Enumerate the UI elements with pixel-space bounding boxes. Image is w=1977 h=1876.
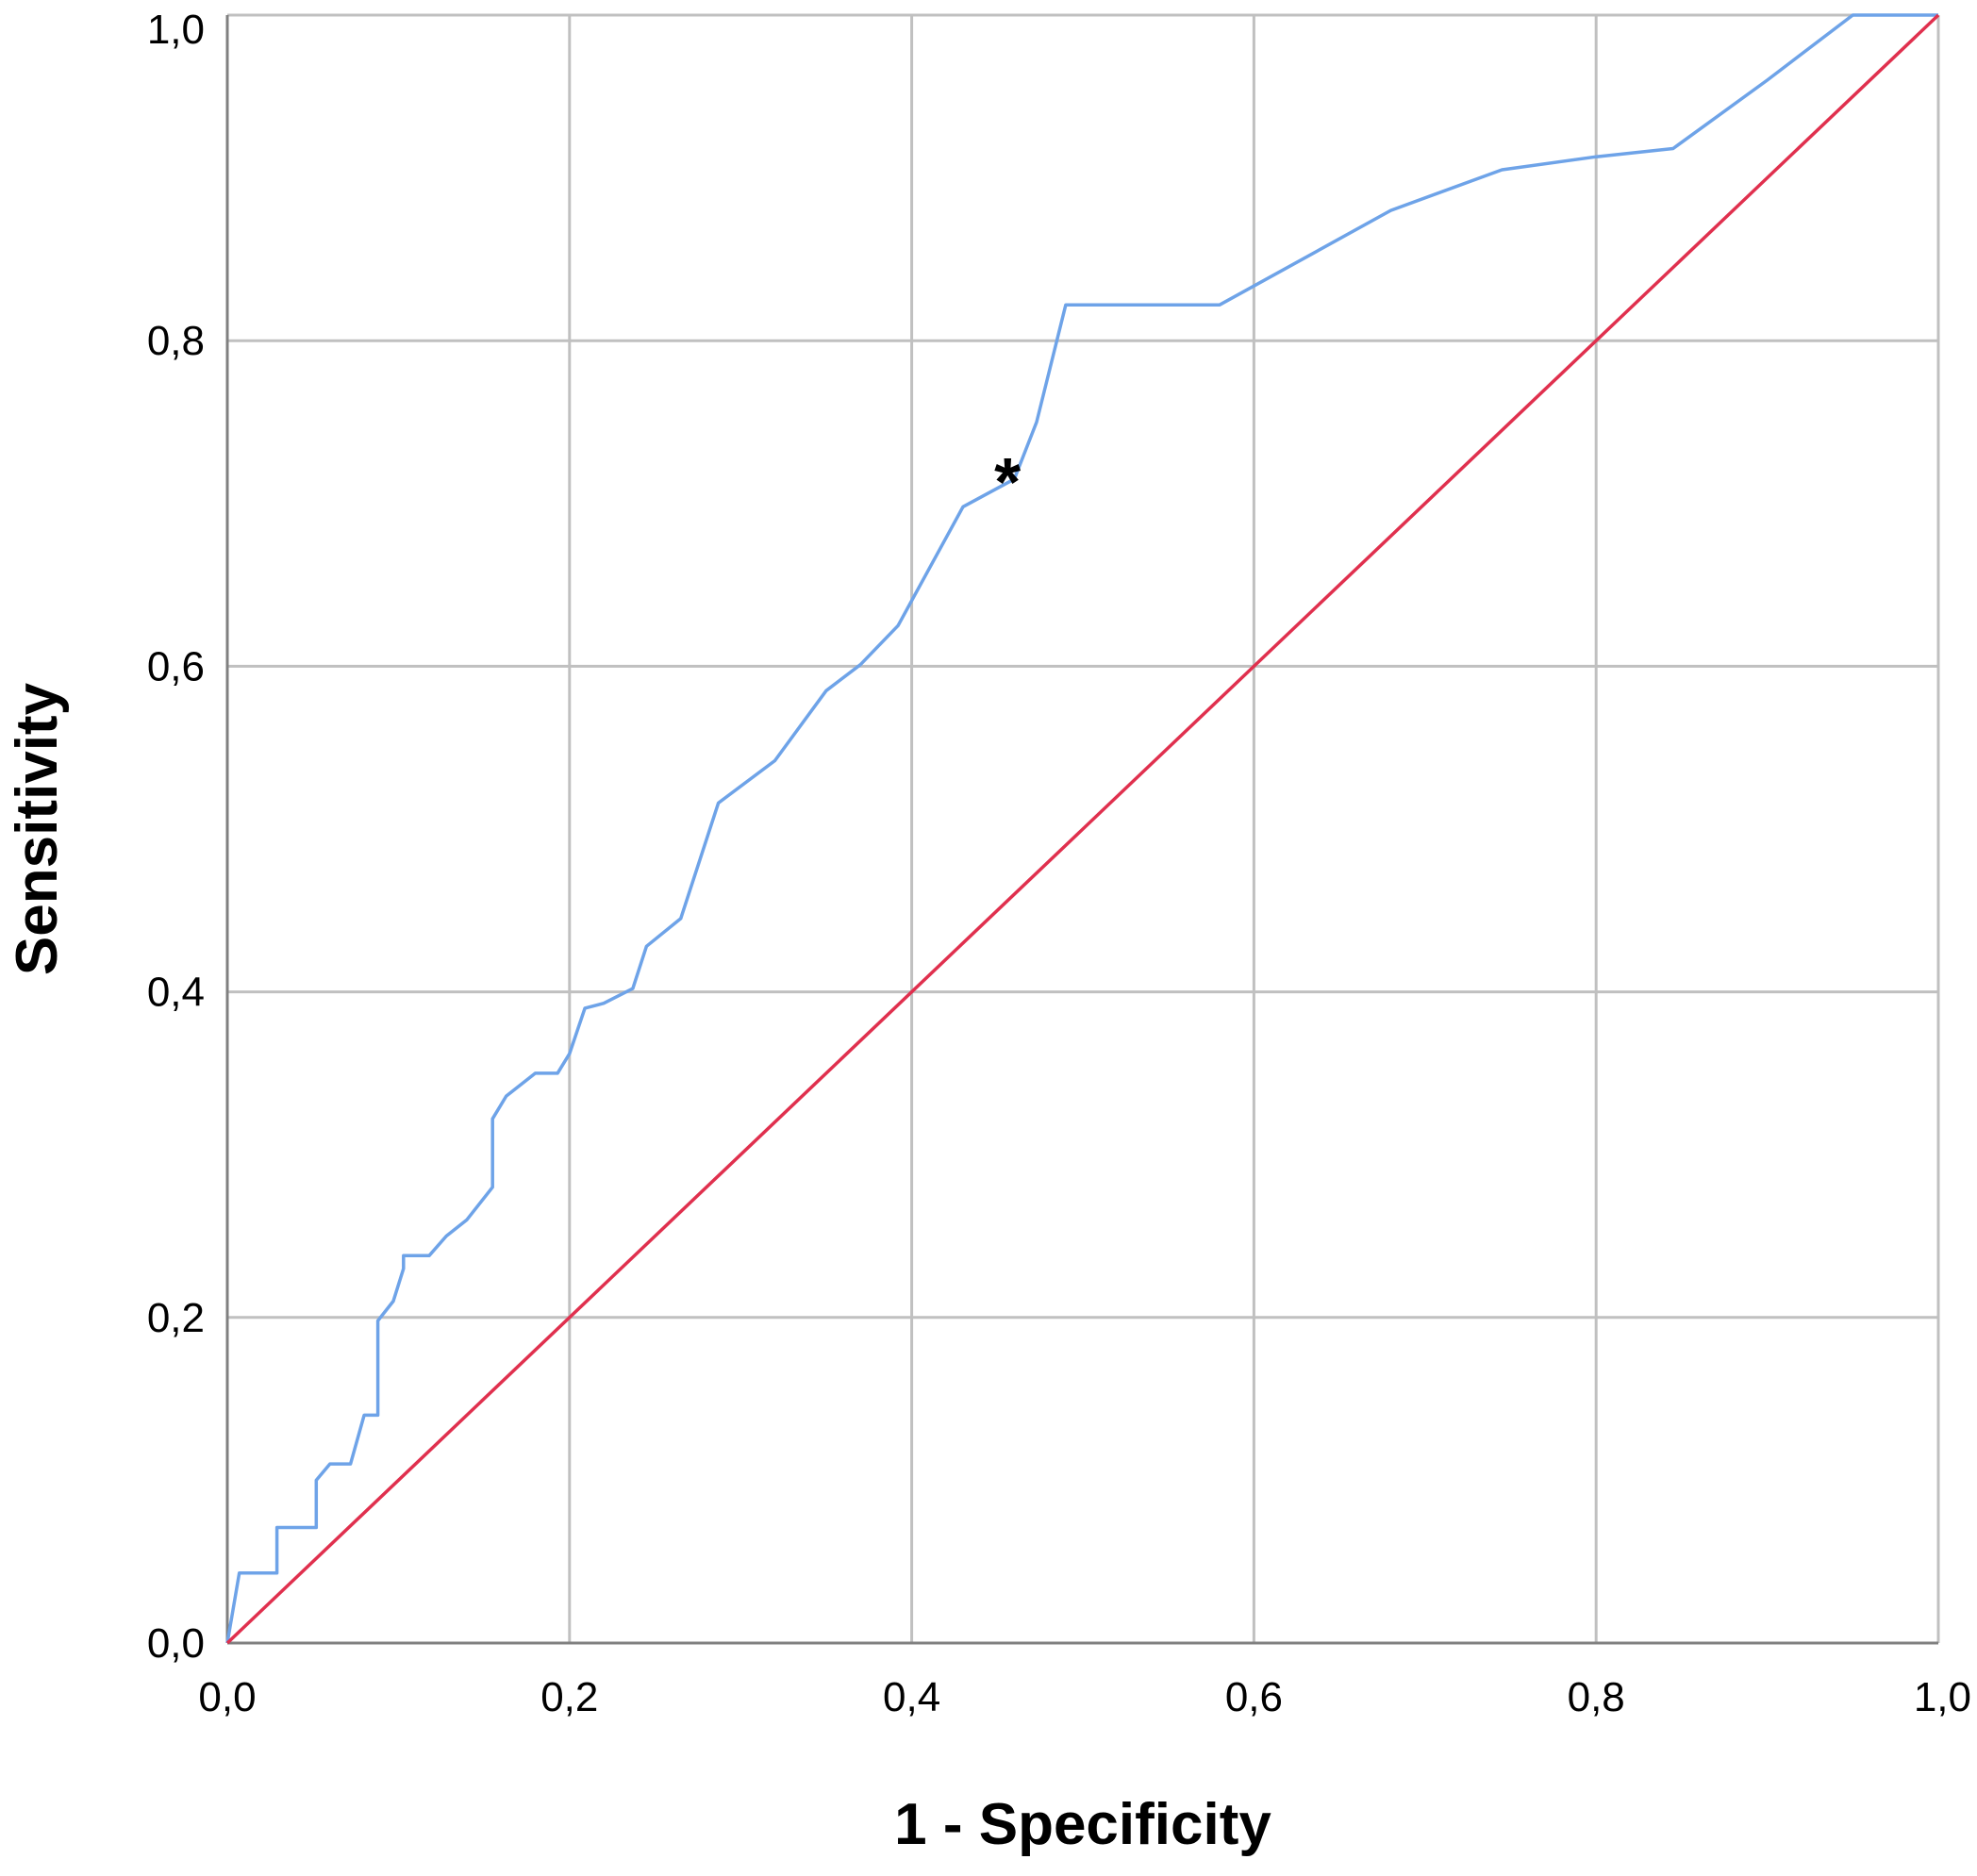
y-tick-label: 1,0	[147, 7, 205, 53]
optimal-cutoff-marker: *	[994, 445, 1021, 521]
annotations: *	[994, 445, 1021, 521]
tick-labels: 0,0 0,2 0,4 0,6 0,8 1,0 0,0 0,2 0,4 0,6 0,8 1,0	[147, 7, 1971, 1720]
x-tick-label: 0,6	[1225, 1674, 1283, 1720]
roc-curve-line	[225, 13, 1938, 1644]
y-tick-label: 0,6	[147, 643, 205, 689]
x-tick-label: 0,0	[198, 1674, 256, 1720]
x-tick-label: 1,0	[1914, 1674, 1971, 1720]
x-tick-label: 0,8	[1568, 1674, 1625, 1720]
x-tick-label: 0,2	[540, 1674, 598, 1720]
y-tick-label: 0,4	[147, 970, 205, 1016]
y-tick-label: 0,0	[147, 1620, 205, 1667]
axes	[225, 15, 1938, 1645]
y-tick-label: 0,2	[147, 1295, 205, 1341]
y-tick-label: 0,8	[147, 318, 205, 364]
series	[225, 13, 1940, 1645]
y-axis-title: Sensitivity	[5, 682, 70, 975]
x-axis-title: 1 - Specificity	[894, 1792, 1271, 1857]
x-tick-label: 0,4	[883, 1674, 940, 1720]
reference-diagonal-line	[225, 13, 1940, 1645]
